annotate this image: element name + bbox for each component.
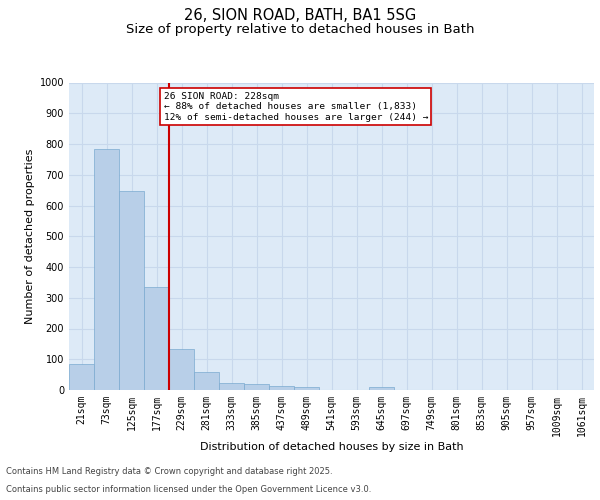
Bar (194, 372, 219, 390)
Bar (244, 384, 269, 390)
Bar (219, 382, 244, 390)
Bar (119, 190, 144, 390)
Text: 26 SION ROAD: 228sqm
← 88% of detached houses are smaller (1,833)
12% of semi-de: 26 SION ROAD: 228sqm ← 88% of detached h… (163, 92, 428, 122)
Text: Size of property relative to detached houses in Bath: Size of property relative to detached ho… (126, 22, 474, 36)
Bar (94, 149, 119, 390)
X-axis label: Distribution of detached houses by size in Bath: Distribution of detached houses by size … (200, 442, 463, 452)
Text: Contains public sector information licensed under the Open Government Licence v3: Contains public sector information licen… (6, 484, 371, 494)
Bar (269, 386, 294, 390)
Bar (69, 364, 94, 390)
Bar (144, 287, 169, 390)
Text: Contains HM Land Registry data © Crown copyright and database right 2025.: Contains HM Land Registry data © Crown c… (6, 467, 332, 476)
Y-axis label: Number of detached properties: Number of detached properties (25, 148, 35, 324)
Bar (169, 349, 194, 390)
Text: 26, SION ROAD, BATH, BA1 5SG: 26, SION ROAD, BATH, BA1 5SG (184, 8, 416, 22)
Bar (369, 387, 394, 390)
Bar (294, 387, 319, 390)
